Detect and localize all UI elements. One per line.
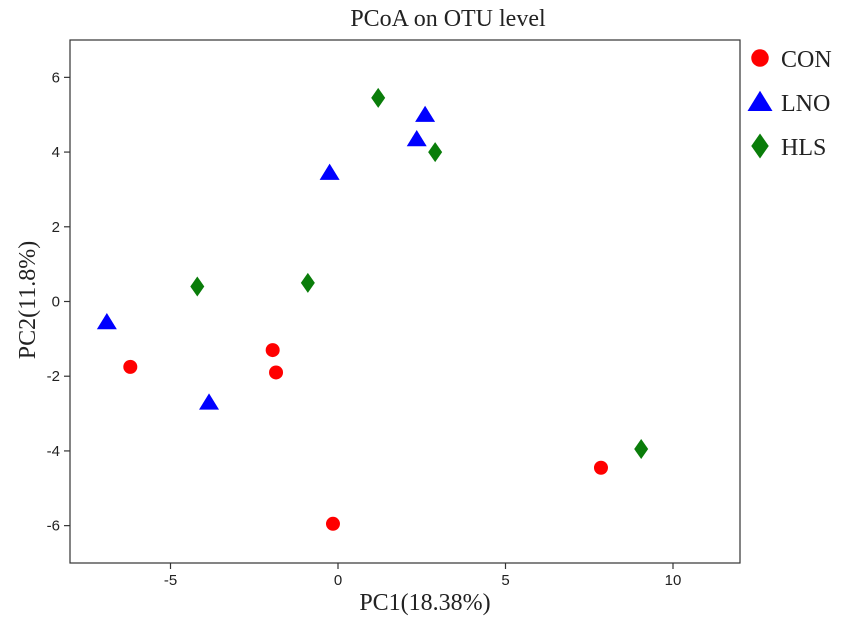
legend-marker-con xyxy=(751,49,769,67)
y-tick-label: 0 xyxy=(52,294,60,311)
data-point-hls xyxy=(371,87,386,108)
axis-ticks: -5 0 5 10 6 4 2 0 -2 -4 -6 xyxy=(47,69,682,589)
chart-title: PCoA on OTU level xyxy=(350,6,546,32)
x-axis-title: PC1(18.38%) xyxy=(359,590,490,616)
legend-label-lno: LNO xyxy=(781,91,830,117)
y-axis-title: PC2(11.8%) xyxy=(15,241,41,359)
data-point-con xyxy=(265,343,280,358)
legend-label-con: CON xyxy=(781,47,832,73)
data-point-hls xyxy=(428,142,443,163)
data-point-lno xyxy=(199,393,220,410)
data-point-lno xyxy=(96,313,117,330)
data-point-lno xyxy=(406,129,427,147)
data-point-con xyxy=(123,359,138,374)
data-point-con xyxy=(325,516,340,531)
plot-frame xyxy=(69,39,741,564)
plot-border xyxy=(69,39,741,564)
y-tick-label: 6 xyxy=(52,69,60,86)
data-point-hls xyxy=(634,439,649,460)
legend-marker-lno xyxy=(747,90,773,111)
x-tick-label: 0 xyxy=(334,572,342,589)
y-tick-label: 4 xyxy=(52,144,60,161)
x-tick-label: 10 xyxy=(665,572,682,589)
legend-label-hls: HLS xyxy=(781,135,826,161)
y-tick-label: 2 xyxy=(52,219,60,236)
data-point-lno xyxy=(319,163,340,180)
y-tick-label: -6 xyxy=(47,518,60,535)
x-tick-label: -5 xyxy=(164,572,177,589)
data-point-hls xyxy=(190,276,205,297)
legend-marker-hls xyxy=(751,133,769,159)
y-tick-label: -4 xyxy=(47,443,60,460)
data-point-con xyxy=(593,460,608,475)
y-tick-label: -2 xyxy=(47,368,60,385)
data-point-lno xyxy=(415,105,436,122)
data-point-con xyxy=(269,365,284,380)
legend: CON LNO HLS xyxy=(747,47,832,161)
x-tick-label: 5 xyxy=(501,572,509,589)
data-points xyxy=(96,87,649,531)
data-point-hls xyxy=(300,272,315,293)
